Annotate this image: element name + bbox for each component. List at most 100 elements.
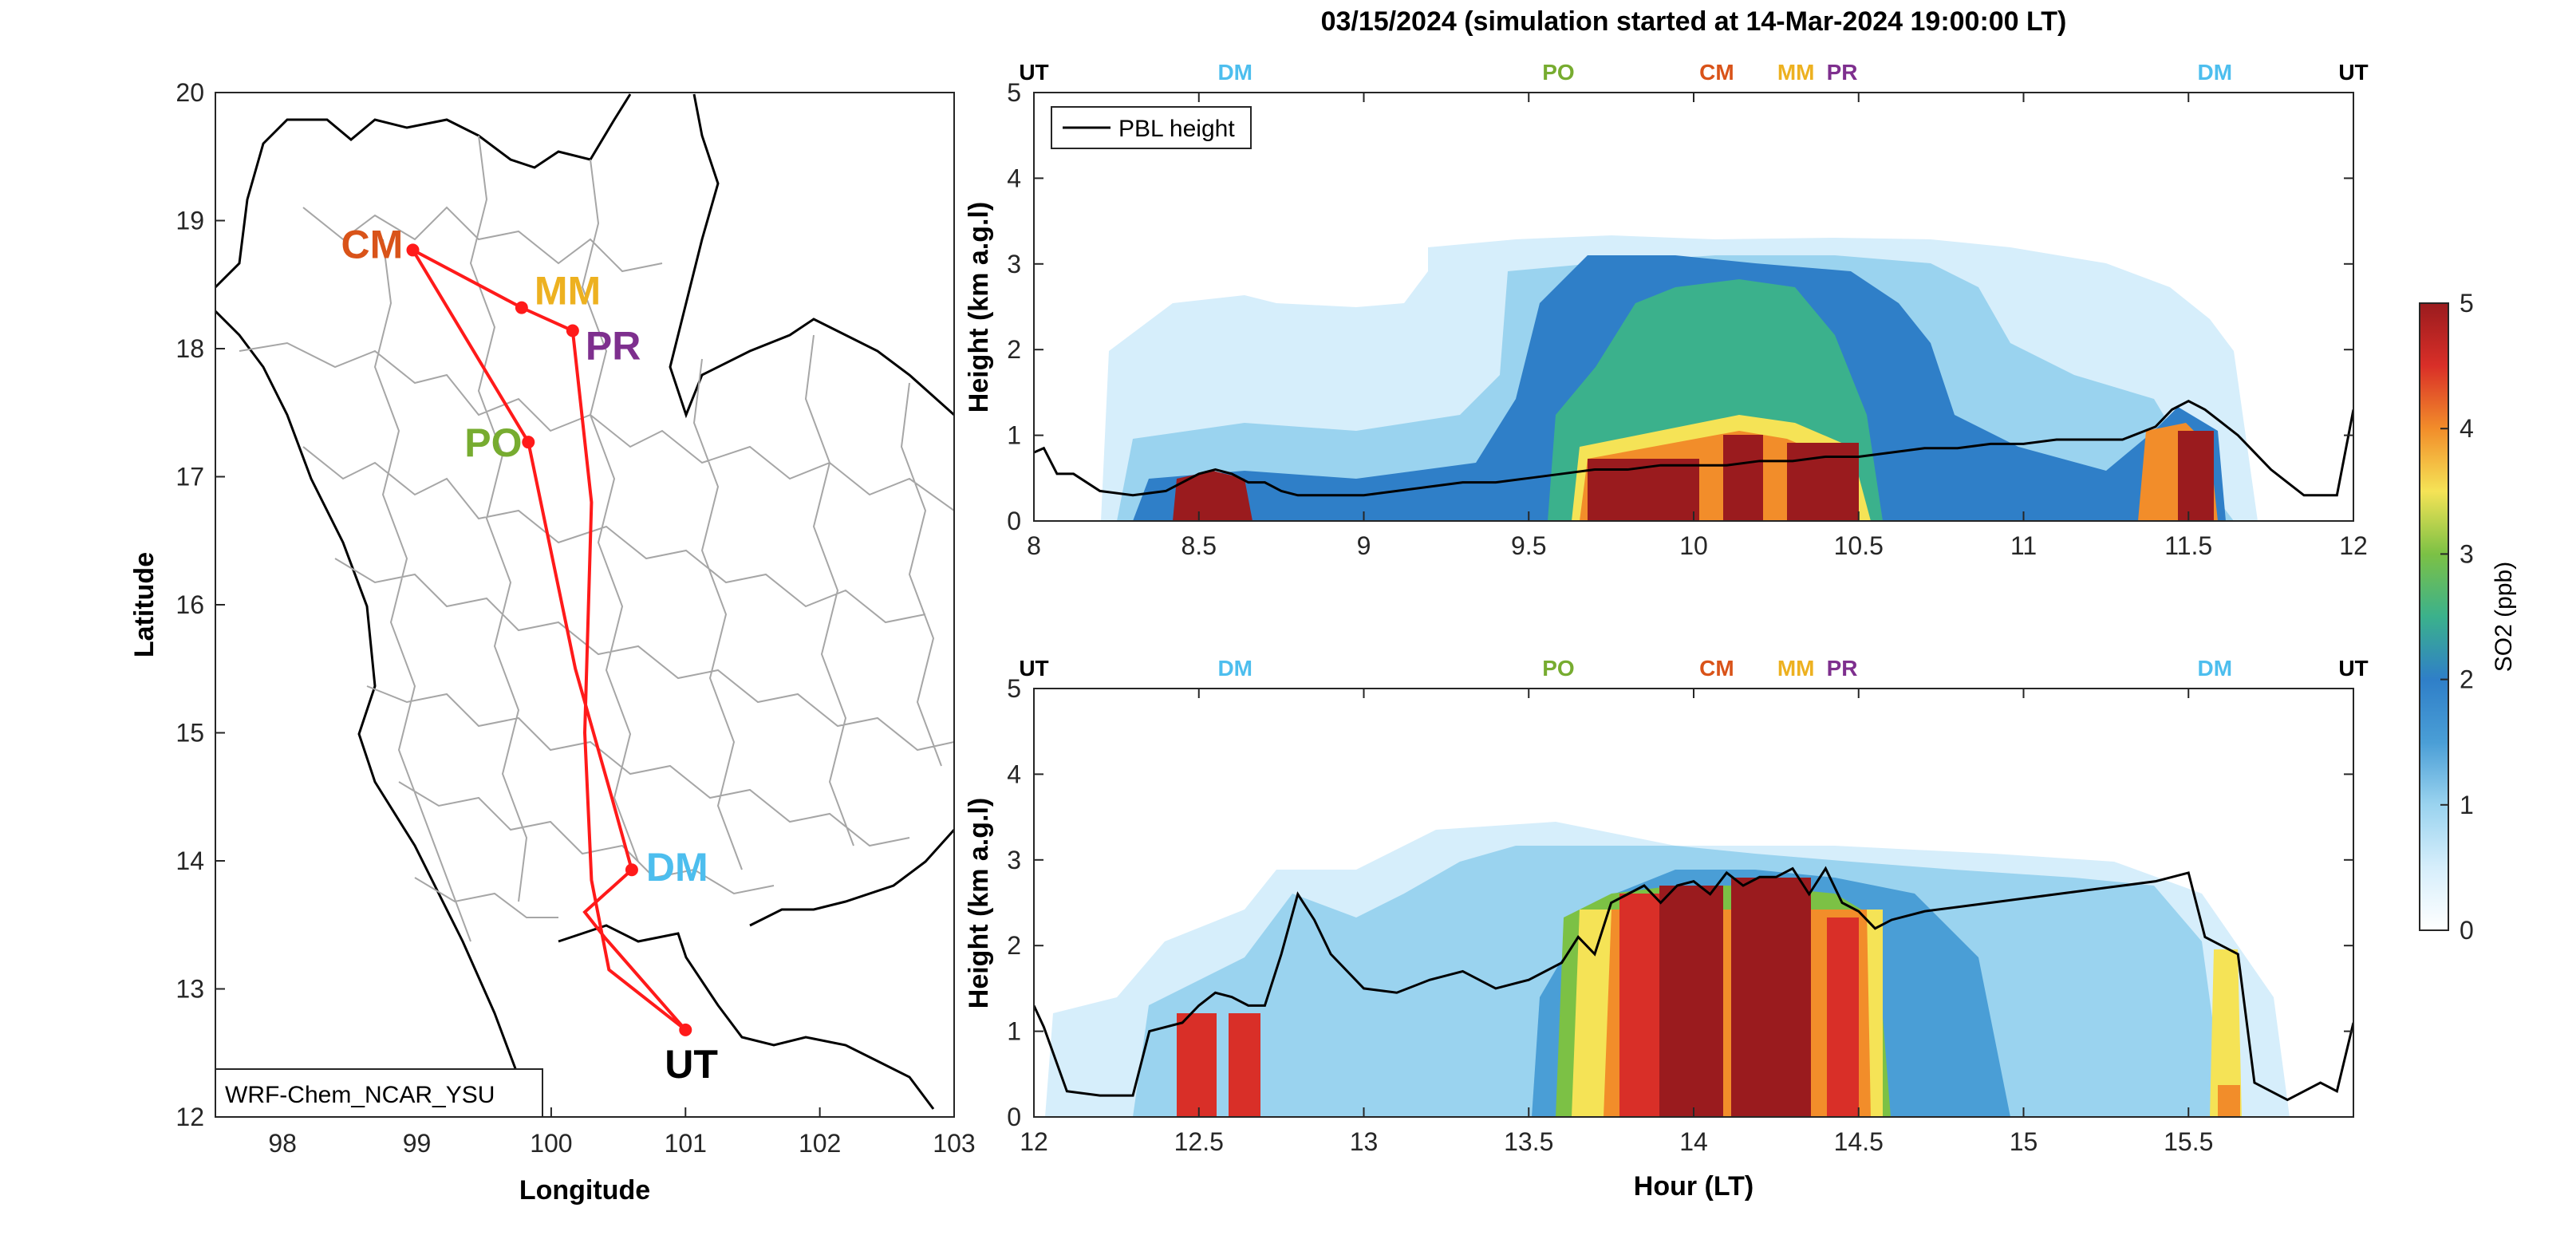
pbl-height-line-top (1034, 399, 2353, 497)
site-marker-top: UT (2338, 60, 2368, 85)
legend-top: PBL height (1051, 106, 1252, 149)
site-marker-bottom: CM (1699, 656, 1734, 681)
map-site-marker (515, 301, 528, 314)
ytick-label-top: 5 (1007, 78, 1021, 107)
so2-core-bottom-5 (1177, 1013, 1217, 1117)
ylabel-top: Height (km a.g.l) (964, 202, 994, 412)
xtick-label-bottom: 12.5 (1174, 1127, 1224, 1156)
xtick-label-top: 9.5 (1511, 531, 1546, 560)
country-borders (215, 93, 954, 1117)
site-marker-bottom: DM (1217, 656, 1252, 681)
colorbar-tick-label: 5 (2460, 289, 2474, 318)
map-ylabel: Latitude (129, 552, 160, 657)
colorbar: 0 1 2 3 4 5 SO2 (ppb) (2419, 289, 2517, 945)
model-label: WRF-Chem_NCAR_YSU (225, 1082, 495, 1108)
province-borders (239, 135, 954, 942)
so2-core-bottom-8 (2218, 1085, 2240, 1117)
so2-core-bottom-7 (2210, 949, 2242, 1117)
so2-field-top (1101, 235, 2258, 521)
map-site-marker (679, 1023, 692, 1036)
so2-core-bottom-6 (1229, 1013, 1260, 1117)
so2-core-bottom-2 (1659, 886, 1723, 1117)
ytick-label-top: 1 (1007, 421, 1021, 450)
colorbar-tick-label: 4 (2460, 414, 2474, 443)
xtick-label-top: 11.5 (2164, 531, 2212, 560)
so2-core-bottom-1 (1619, 894, 1659, 1117)
xtick-label-top: 8.5 (1181, 531, 1217, 560)
map-site-label: DM (646, 845, 708, 890)
so2-field-bottom (1045, 822, 2290, 1117)
ytick-label-bottom: 3 (1007, 846, 1021, 874)
map-site-label: PO (464, 420, 522, 465)
ylabel-bottom: Height (km a.g.l) (964, 798, 994, 1008)
ytick-label-bottom: 1 (1007, 1017, 1021, 1046)
xlabel-bottom: Hour (LT) (1634, 1171, 1753, 1202)
site-marker-top: DM (1217, 60, 1252, 85)
map-xtick-label: 102 (799, 1129, 841, 1158)
so2-core-bottom-3 (1731, 878, 1811, 1117)
map-site-marker (566, 324, 579, 337)
colorbar-gradient (2419, 302, 2449, 931)
xtick-label-top: 10.5 (1834, 531, 1884, 560)
map-site-label: PR (586, 324, 641, 369)
map-site-label: CM (341, 222, 403, 266)
colorbar-label: SO2 (ppb) (2491, 562, 2517, 672)
map-xtick-label: 103 (933, 1129, 975, 1158)
site-marker-top: DM (2198, 60, 2233, 85)
map-ytick-label: 17 (176, 463, 204, 491)
map-xlabel: Longitude (519, 1175, 650, 1206)
map-ytick-label: 12 (176, 1103, 204, 1131)
map-panel: CM MM PR PO DM UT 98 99 100 101 102 103 12 13 14 15 16 1… (129, 78, 976, 1206)
site-marker-top: PR (1827, 60, 1858, 85)
legend-label-pbl: PBL height (1118, 116, 1235, 142)
map-ytick-label: 15 (176, 719, 204, 748)
pbl-height-line-bottom (1034, 866, 2353, 1102)
xtick-label-top: 11 (2010, 531, 2037, 560)
colorbar-tick-label: 2 (2460, 665, 2474, 694)
map-site-label: UT (665, 1042, 718, 1087)
xtick-label-bottom: 12 (1020, 1127, 1048, 1156)
xtick-label-top: 12 (2339, 531, 2368, 560)
so2-core-top-3 (1787, 443, 1859, 521)
colorbar-tick-label: 0 (2460, 916, 2474, 945)
site-marker-bottom: PO (1542, 656, 1574, 681)
map-site-marker (406, 243, 420, 257)
xtick-label-bottom: 14 (1679, 1127, 1708, 1156)
xtick-label-top: 9 (1357, 531, 1371, 560)
ytick-label-top: 4 (1007, 164, 1021, 192)
model-label-box: WRF-Chem_NCAR_YSU (215, 1068, 543, 1118)
map-site-marker (625, 863, 638, 877)
site-marker-bottom: DM (2198, 656, 2233, 681)
map-xtick-label: 100 (530, 1129, 572, 1158)
site-marker-top: PO (1542, 60, 1574, 85)
so2-core-bottom-4 (1827, 917, 1859, 1117)
site-marker-top: MM (1777, 60, 1815, 85)
site-marker-bottom: UT (1019, 656, 1048, 681)
so2-core-top-5 (2178, 431, 2214, 521)
map-ytick-label: 16 (176, 590, 204, 619)
ytick-label-bottom: 4 (1007, 760, 1021, 788)
ytick-label-top: 2 (1007, 335, 1021, 364)
map-ytick-label: 13 (176, 975, 204, 1004)
map-ytick-label: 19 (176, 207, 204, 235)
figure-title: 03/15/2024 (simulation started at 14-Mar… (1321, 6, 2067, 37)
xtick-label-top: 10 (1679, 531, 1708, 560)
map-site-label: MM (535, 269, 601, 314)
colorbar-tick-label: 3 (2460, 539, 2474, 568)
site-marker-top: CM (1699, 60, 1734, 85)
so2-core-top-6 (1173, 471, 1252, 521)
ytick-label-top: 0 (1007, 507, 1021, 535)
xtick-label-top: 8 (1027, 531, 1041, 560)
xtick-label-bottom: 15 (2010, 1127, 2038, 1156)
site-marker-bottom: UT (2338, 656, 2368, 681)
map-site-marker (522, 436, 535, 449)
xtick-label-bottom: 15.5 (2164, 1127, 2213, 1156)
colorbar-tick-label: 1 (2460, 791, 2474, 819)
ytick-label-bottom: 5 (1007, 674, 1021, 703)
ytick-label-bottom: 2 (1007, 931, 1021, 960)
xtick-label-bottom: 13 (1350, 1127, 1379, 1156)
site-marker-top: UT (1019, 60, 1048, 85)
